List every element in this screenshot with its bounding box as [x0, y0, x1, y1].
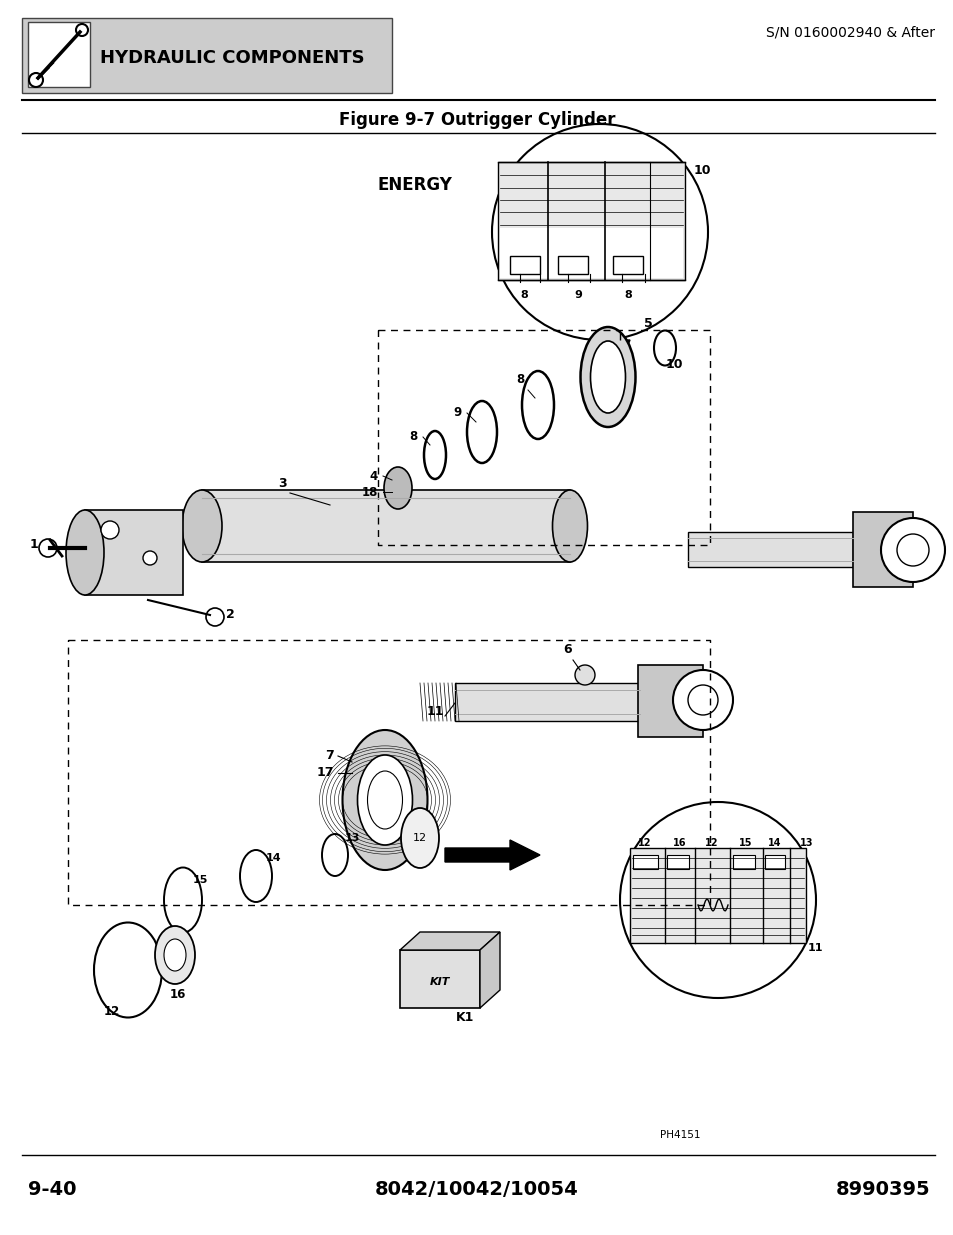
FancyBboxPatch shape	[28, 22, 90, 86]
Circle shape	[672, 671, 732, 730]
FancyBboxPatch shape	[558, 256, 587, 274]
FancyBboxPatch shape	[613, 256, 642, 274]
Ellipse shape	[66, 510, 104, 595]
Text: ENERGY: ENERGY	[377, 177, 453, 194]
Text: 11: 11	[426, 705, 443, 718]
Text: 12: 12	[704, 839, 718, 848]
Polygon shape	[444, 840, 539, 869]
Ellipse shape	[342, 730, 427, 869]
Circle shape	[880, 517, 944, 582]
Circle shape	[687, 685, 718, 715]
Text: 10: 10	[693, 163, 711, 177]
Text: 16: 16	[673, 839, 686, 848]
Polygon shape	[479, 932, 499, 1008]
Text: 7: 7	[325, 750, 334, 762]
Ellipse shape	[367, 771, 402, 829]
Text: 8: 8	[519, 290, 527, 300]
Text: HYDRAULIC COMPONENTS: HYDRAULIC COMPONENTS	[100, 49, 364, 67]
Circle shape	[619, 802, 815, 998]
Text: 8: 8	[623, 290, 631, 300]
Text: 5: 5	[643, 317, 652, 330]
Text: 4: 4	[370, 469, 377, 483]
Text: 9-40: 9-40	[28, 1181, 76, 1199]
Text: 14: 14	[266, 853, 281, 863]
Text: 3: 3	[277, 477, 286, 490]
Text: PH4151: PH4151	[659, 1130, 700, 1140]
Text: 16: 16	[170, 988, 186, 1002]
Ellipse shape	[552, 490, 587, 562]
Text: 18: 18	[361, 485, 377, 499]
FancyBboxPatch shape	[455, 683, 639, 721]
FancyBboxPatch shape	[666, 855, 688, 869]
Text: 6: 6	[563, 643, 572, 656]
FancyBboxPatch shape	[687, 532, 852, 567]
Text: K1: K1	[456, 1011, 474, 1025]
FancyBboxPatch shape	[764, 855, 784, 869]
Ellipse shape	[182, 490, 222, 562]
Text: 9: 9	[574, 290, 581, 300]
Text: 8: 8	[410, 431, 417, 443]
Text: 8: 8	[516, 373, 523, 387]
Circle shape	[101, 521, 119, 538]
Circle shape	[143, 551, 157, 564]
Ellipse shape	[590, 341, 625, 412]
Circle shape	[575, 664, 595, 685]
Text: KIT: KIT	[430, 977, 450, 987]
Ellipse shape	[154, 926, 194, 984]
FancyBboxPatch shape	[499, 228, 682, 278]
Ellipse shape	[400, 808, 438, 868]
Text: 2: 2	[226, 608, 234, 620]
Polygon shape	[399, 932, 499, 950]
Text: 10: 10	[665, 358, 682, 372]
Ellipse shape	[164, 939, 186, 971]
FancyBboxPatch shape	[629, 848, 805, 944]
Text: 17: 17	[316, 767, 334, 779]
Text: 15: 15	[193, 876, 208, 885]
Text: Figure 9-7 Outrigger Cylinder: Figure 9-7 Outrigger Cylinder	[338, 111, 615, 128]
FancyBboxPatch shape	[732, 855, 754, 869]
Ellipse shape	[357, 755, 412, 845]
Text: 8042/10042/10054: 8042/10042/10054	[375, 1181, 578, 1199]
Polygon shape	[609, 340, 629, 366]
Ellipse shape	[579, 327, 635, 427]
Text: 12: 12	[638, 839, 651, 848]
Circle shape	[206, 608, 224, 626]
Text: 8990395: 8990395	[835, 1181, 929, 1199]
Circle shape	[896, 534, 928, 566]
FancyBboxPatch shape	[202, 490, 569, 562]
Circle shape	[492, 124, 707, 340]
FancyBboxPatch shape	[633, 855, 658, 869]
FancyBboxPatch shape	[852, 513, 912, 587]
FancyBboxPatch shape	[510, 256, 539, 274]
Text: 11: 11	[807, 944, 822, 953]
FancyBboxPatch shape	[85, 510, 183, 595]
Text: 1: 1	[30, 538, 38, 552]
Text: 15: 15	[739, 839, 752, 848]
Text: 9: 9	[454, 406, 461, 420]
Text: 12: 12	[413, 832, 427, 844]
FancyBboxPatch shape	[399, 950, 479, 1008]
Circle shape	[39, 538, 57, 557]
FancyBboxPatch shape	[22, 19, 392, 93]
FancyBboxPatch shape	[497, 162, 684, 280]
Text: 13: 13	[345, 832, 360, 844]
Text: 14: 14	[767, 839, 781, 848]
Text: 13: 13	[800, 839, 813, 848]
Text: S/N 0160002940 & After: S/N 0160002940 & After	[765, 25, 934, 40]
FancyBboxPatch shape	[638, 664, 702, 737]
Ellipse shape	[384, 467, 412, 509]
Text: 12: 12	[104, 1005, 120, 1018]
Ellipse shape	[94, 923, 162, 1018]
